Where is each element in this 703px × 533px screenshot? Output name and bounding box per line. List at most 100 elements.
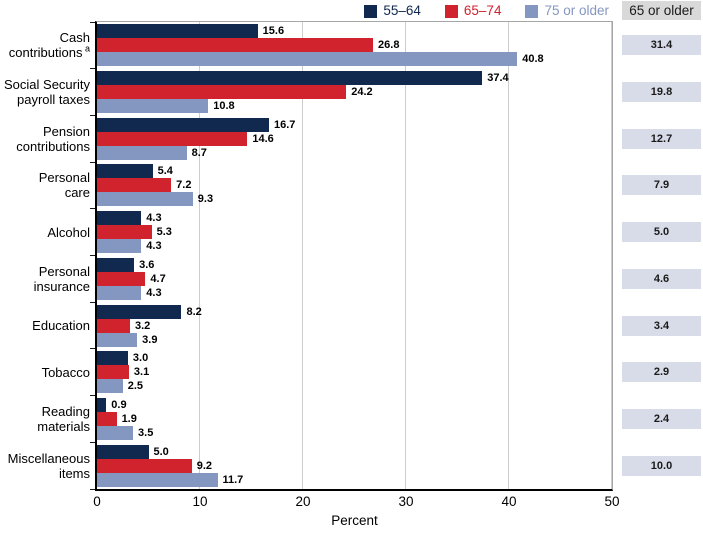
bar-value-label: 15.6 xyxy=(262,25,285,38)
category-label-social-security-payroll-taxes: Social Security payroll taxes xyxy=(4,77,90,108)
y-axis-tick xyxy=(90,208,95,210)
legend-item-75-or-older: 75 or older xyxy=(525,3,609,19)
gridline-10 xyxy=(199,22,200,489)
y-axis-tick xyxy=(90,21,95,23)
bar-55-64-pension-contributions xyxy=(97,117,269,132)
y-axis-tick xyxy=(90,348,95,350)
bar-value-label: 8.7 xyxy=(191,146,207,159)
bar-value-label: 4.3 xyxy=(146,240,162,253)
y-axis-tick xyxy=(90,395,95,397)
plot-area: 15.6 26.8 40.8 37.4 24.2 10.8 16.7 14.6 8.7 5.4 7.… xyxy=(95,21,613,491)
y-axis-tick xyxy=(90,441,95,443)
bar-65-74-education xyxy=(97,318,130,333)
bar-65-74-miscellaneous-items xyxy=(97,458,192,473)
bar-value-label: 11.7 xyxy=(222,473,244,486)
x-tick-label-10: 10 xyxy=(192,494,208,509)
bar-value-label: 3.0 xyxy=(132,352,149,365)
bar-65-74-personal-care xyxy=(97,178,172,193)
bar-value-label: 4.3 xyxy=(146,212,162,225)
bar-75-or-older-education xyxy=(97,332,138,347)
bar-65-74-cash-contributions xyxy=(97,38,374,53)
bar-value-label: 40.8 xyxy=(522,53,544,66)
x-tick-label-20: 20 xyxy=(295,494,311,509)
summary-value-social-security-payroll-taxes: 19.8 xyxy=(622,82,701,103)
bar-75-or-older-cash-contributions xyxy=(97,52,518,67)
bar-55-64-miscellaneous-items xyxy=(97,444,149,459)
bar-75-or-older-social-security-payroll-taxes xyxy=(97,99,209,114)
x-tick-label-30: 30 xyxy=(398,494,414,509)
bar-65-74-pension-contributions xyxy=(97,131,248,146)
category-label-miscellaneous-items: Miscellaneous items xyxy=(7,450,90,481)
bar-75-or-older-personal-insurance xyxy=(97,285,142,300)
legend-label: 75 or older xyxy=(544,3,609,18)
bar-value-label: 3.1 xyxy=(133,366,150,379)
y-axis-tick xyxy=(90,255,95,256)
category-label-cash-contributions: Cash contributions a xyxy=(8,30,90,61)
bar-65-74-tobacco xyxy=(97,365,129,380)
bar-value-label: 3.2 xyxy=(134,319,151,332)
category-label-education: Education xyxy=(32,318,90,334)
bar-value-label: 26.8 xyxy=(378,39,400,52)
category-label-alcohol: Alcohol xyxy=(47,224,90,240)
bar-55-64-alcohol xyxy=(97,211,142,226)
bar-65-74-social-security-payroll-taxes xyxy=(97,85,347,100)
bar-55-64-cash-contributions xyxy=(97,24,258,39)
bar-value-label: 3.9 xyxy=(142,333,158,346)
category-label-reading-materials: Reading materials xyxy=(37,403,90,434)
category-label-pension-contributions: Pension contributions xyxy=(16,123,90,154)
bar-65-74-reading-materials xyxy=(97,411,117,426)
legend-label: 55–64 xyxy=(383,3,421,18)
summary-value-tobacco: 2.9 xyxy=(622,362,701,383)
bar-value-label: 3.5 xyxy=(138,426,154,439)
bar-75-or-older-tobacco xyxy=(97,379,123,394)
bar-75-or-older-reading-materials xyxy=(97,425,134,440)
bar-55-64-reading-materials xyxy=(97,397,107,412)
bar-55-64-tobacco xyxy=(97,351,128,366)
y-axis-tick xyxy=(90,114,95,116)
gridline-30 xyxy=(405,22,406,489)
bar-value-label: 9.3 xyxy=(197,193,214,206)
bar-75-or-older-pension-contributions xyxy=(97,145,187,160)
y-axis-tick xyxy=(90,301,95,303)
category-label-personal-insurance: Personal insurance xyxy=(33,263,90,294)
bar-value-label: 9.2 xyxy=(196,459,213,472)
bar-value-label: 8.2 xyxy=(186,305,202,318)
bar-55-64-personal-care xyxy=(97,164,153,179)
bar-value-label: 14.6 xyxy=(252,132,274,145)
summary-value-reading-materials: 2.4 xyxy=(622,408,701,429)
y-axis-tick xyxy=(90,161,95,163)
summary-value-alcohol: 5.0 xyxy=(622,222,701,243)
legend-color-swatch-icon xyxy=(364,4,378,18)
gridline-40 xyxy=(508,22,509,489)
gridline-20 xyxy=(302,22,303,489)
legend-color-swatch-icon xyxy=(525,4,539,18)
legend-item-55-64: 55–64 xyxy=(364,3,421,19)
summary-value-pension-contributions: 12.7 xyxy=(622,128,701,149)
bar-value-label: 5.3 xyxy=(156,226,172,239)
bar-value-label: 2.5 xyxy=(127,380,144,393)
bar-55-64-education xyxy=(97,304,182,319)
bar-75-or-older-personal-care xyxy=(97,192,193,207)
bar-value-label: 5.0 xyxy=(153,445,169,458)
bar-value-label: 4.3 xyxy=(146,286,162,299)
bar-55-64-personal-insurance xyxy=(97,257,135,272)
legend-color-swatch-icon xyxy=(444,4,458,18)
chart-legend: 55–64 65–74 75 or older xyxy=(0,3,609,19)
x-tick-label-50: 50 xyxy=(604,494,620,509)
bar-value-label: 16.7 xyxy=(274,118,296,131)
bar-75-or-older-alcohol xyxy=(97,239,142,254)
x-tick-label-40: 40 xyxy=(501,494,517,509)
bar-value-label: 7.2 xyxy=(176,179,192,192)
category-label-tobacco: Tobacco xyxy=(41,364,90,380)
bar-65-74-personal-insurance xyxy=(97,271,146,286)
summary-value-personal-insurance: 4.6 xyxy=(622,268,701,289)
x-axis-title: Percent xyxy=(331,513,378,528)
summary-value-personal-care: 7.9 xyxy=(622,175,701,196)
bar-value-label: 0.9 xyxy=(111,398,127,411)
y-axis-tick xyxy=(90,68,95,70)
bar-65-74-alcohol xyxy=(97,225,152,240)
bar-value-label: 4.7 xyxy=(150,272,166,285)
bar-value-label: 1.9 xyxy=(121,412,137,425)
y-axis-tick xyxy=(90,488,95,490)
